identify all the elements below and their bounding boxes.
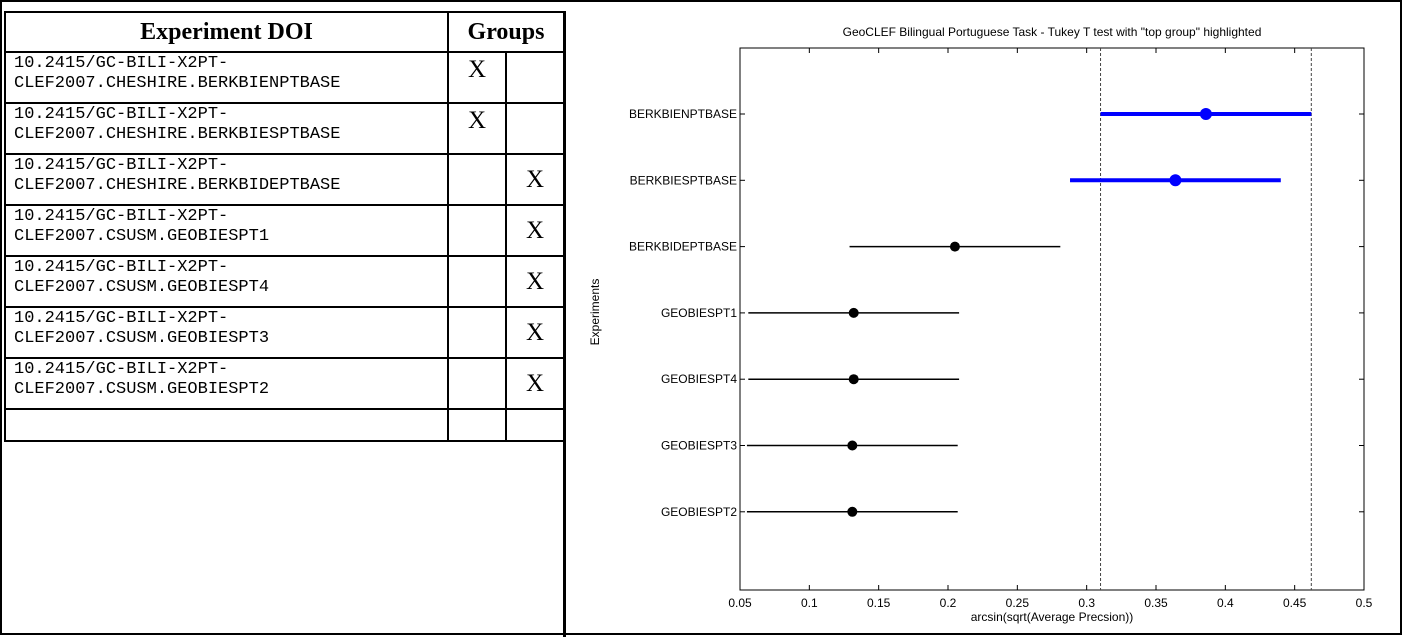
x-tick-label: 0.3	[1078, 596, 1095, 610]
y-tick-label: BERKBIDEPTBASE	[629, 240, 737, 254]
doi-line-2: CLEF2007.CSUSM.GEOBIESPT1	[14, 227, 270, 246]
doi-line-2: CLEF2007.CHESHIRE.BERKBIDEPTBASE	[14, 176, 341, 195]
empty-cell	[4, 408, 449, 442]
mean-point	[847, 440, 858, 451]
group-1-cell: X	[447, 51, 507, 104]
experiment-doi-cell: 10.2415/GC-BILI-X2PT- CLEF2007.CHESHIRE.B…	[4, 153, 449, 206]
group-1-cell	[447, 255, 507, 308]
doi-line-2: CLEF2007.CSUSM.GEOBIESPT3	[14, 329, 270, 348]
x-tick-label: 0.15	[867, 596, 891, 610]
group-1-cell	[447, 357, 507, 410]
group-2-cell: X	[504, 306, 566, 359]
x-tick-label: 0.05	[728, 596, 752, 610]
plot-area	[739, 47, 1365, 591]
table-row: 10.2415/GC-BILI-X2PT- CLEF2007.CHESHIRE.B…	[4, 153, 566, 206]
group-2-cell: X	[504, 255, 566, 308]
table-row: 10.2415/GC-BILI-X2PT- CLEF2007.CSUSM.GEOB…	[4, 357, 566, 410]
y-tick-label: BERKBIENPTBASE	[629, 107, 737, 121]
groups-table: Experiment DOI Groups 10.2415/GC-BILI-X2…	[4, 11, 566, 442]
panel-divider	[563, 11, 566, 637]
mean-point	[949, 241, 960, 252]
doi-line-2: CLEF2007.CHESHIRE.BERKBIENPTBASE	[14, 74, 341, 93]
doi-line-1: 10.2415/GC-BILI-X2PT-	[14, 54, 229, 73]
table-header-row: Experiment DOI Groups	[4, 11, 566, 53]
x-tick-label: 0.4	[1217, 596, 1234, 610]
doi-line-1: 10.2415/GC-BILI-X2PT-	[14, 360, 229, 379]
group-2-cell: X	[504, 357, 566, 410]
tukey-chart: GeoCLEF Bilingual Portuguese Task - Tuke…	[566, 11, 1402, 635]
mean-point	[847, 506, 858, 517]
mean-point	[848, 374, 859, 385]
y-tick-label: GEOBIESPT3	[661, 439, 737, 453]
doi-line-1: 10.2415/GC-BILI-X2PT-	[14, 105, 229, 124]
experiment-doi-cell: 10.2415/GC-BILI-X2PT- CLEF2007.CSUSM.GEOB…	[4, 306, 449, 359]
y-tick-label: GEOBIESPT1	[661, 306, 737, 320]
y-tick-label: BERKBIESPTBASE	[630, 173, 737, 187]
doi-line-2: CLEF2007.CSUSM.GEOBIESPT2	[14, 380, 270, 399]
header-groups: Groups	[446, 11, 566, 53]
empty-cell	[504, 408, 566, 442]
group-2-cell	[504, 51, 566, 104]
table-row: 10.2415/GC-BILI-X2PT- CLEF2007.CHESHIRE.B…	[4, 102, 566, 155]
doi-line-2: CLEF2007.CSUSM.GEOBIESPT4	[14, 278, 270, 297]
mean-point	[1169, 174, 1182, 187]
experiment-doi-cell: 10.2415/GC-BILI-X2PT- CLEF2007.CSUSM.GEOB…	[4, 357, 449, 410]
doi-line-1: 10.2415/GC-BILI-X2PT-	[14, 309, 229, 328]
empty-cell	[447, 408, 507, 442]
x-tick-label: 0.2	[940, 596, 957, 610]
chart-svg: GeoCLEF Bilingual Portuguese Task - Tuke…	[588, 25, 1373, 624]
y-tick-label: GEOBIESPT2	[661, 505, 737, 519]
experiment-doi-cell: 10.2415/GC-BILI-X2PT- CLEF2007.CSUSM.GEOB…	[4, 255, 449, 308]
y-axis-label: Experiments	[588, 279, 602, 346]
doi-line-1: 10.2415/GC-BILI-X2PT-	[14, 207, 229, 226]
doi-line-1: 10.2415/GC-BILI-X2PT-	[14, 156, 229, 175]
x-axis-label: arcsin(sqrt(Average Precsion))	[971, 610, 1134, 624]
group-1-cell	[447, 153, 507, 206]
table-row: 10.2415/GC-BILI-X2PT- CLEF2007.CSUSM.GEOB…	[4, 204, 566, 257]
group-2-cell	[504, 102, 566, 155]
table-row: 10.2415/GC-BILI-X2PT- CLEF2007.CSUSM.GEOB…	[4, 306, 566, 359]
group-2-cell: X	[504, 204, 566, 257]
chart-title: GeoCLEF Bilingual Portuguese Task - Tuke…	[843, 25, 1262, 39]
group-1-cell: X	[447, 102, 507, 155]
doi-line-2: CLEF2007.CHESHIRE.BERKBIESPTBASE	[14, 125, 341, 144]
group-2-cell: X	[504, 153, 566, 206]
mean-point	[1199, 108, 1212, 120]
empty-table-row	[4, 408, 566, 442]
x-tick-label: 0.25	[1006, 596, 1030, 610]
x-tick-label: 0.45	[1283, 596, 1307, 610]
group-1-cell	[447, 306, 507, 359]
x-tick-label: 0.35	[1144, 596, 1168, 610]
header-experiment-doi: Experiment DOI	[4, 11, 449, 53]
experiment-doi-cell: 10.2415/GC-BILI-X2PT- CLEF2007.CHESHIRE.B…	[4, 102, 449, 155]
y-tick-label: GEOBIESPT4	[661, 372, 737, 386]
mean-point	[848, 307, 859, 318]
x-tick-label: 0.1	[801, 596, 818, 610]
x-tick-label: 0.5	[1356, 596, 1373, 610]
doi-line-1: 10.2415/GC-BILI-X2PT-	[14, 258, 229, 277]
table-row: 10.2415/GC-BILI-X2PT- CLEF2007.CHESHIRE.B…	[4, 51, 566, 104]
experiment-doi-cell: 10.2415/GC-BILI-X2PT- CLEF2007.CSUSM.GEOB…	[4, 204, 449, 257]
group-1-cell	[447, 204, 507, 257]
table-row: 10.2415/GC-BILI-X2PT- CLEF2007.CSUSM.GEOB…	[4, 255, 566, 308]
groups-table-panel: Experiment DOI Groups 10.2415/GC-BILI-X2…	[4, 11, 566, 637]
experiment-doi-cell: 10.2415/GC-BILI-X2PT- CLEF2007.CHESHIRE.B…	[4, 51, 449, 104]
